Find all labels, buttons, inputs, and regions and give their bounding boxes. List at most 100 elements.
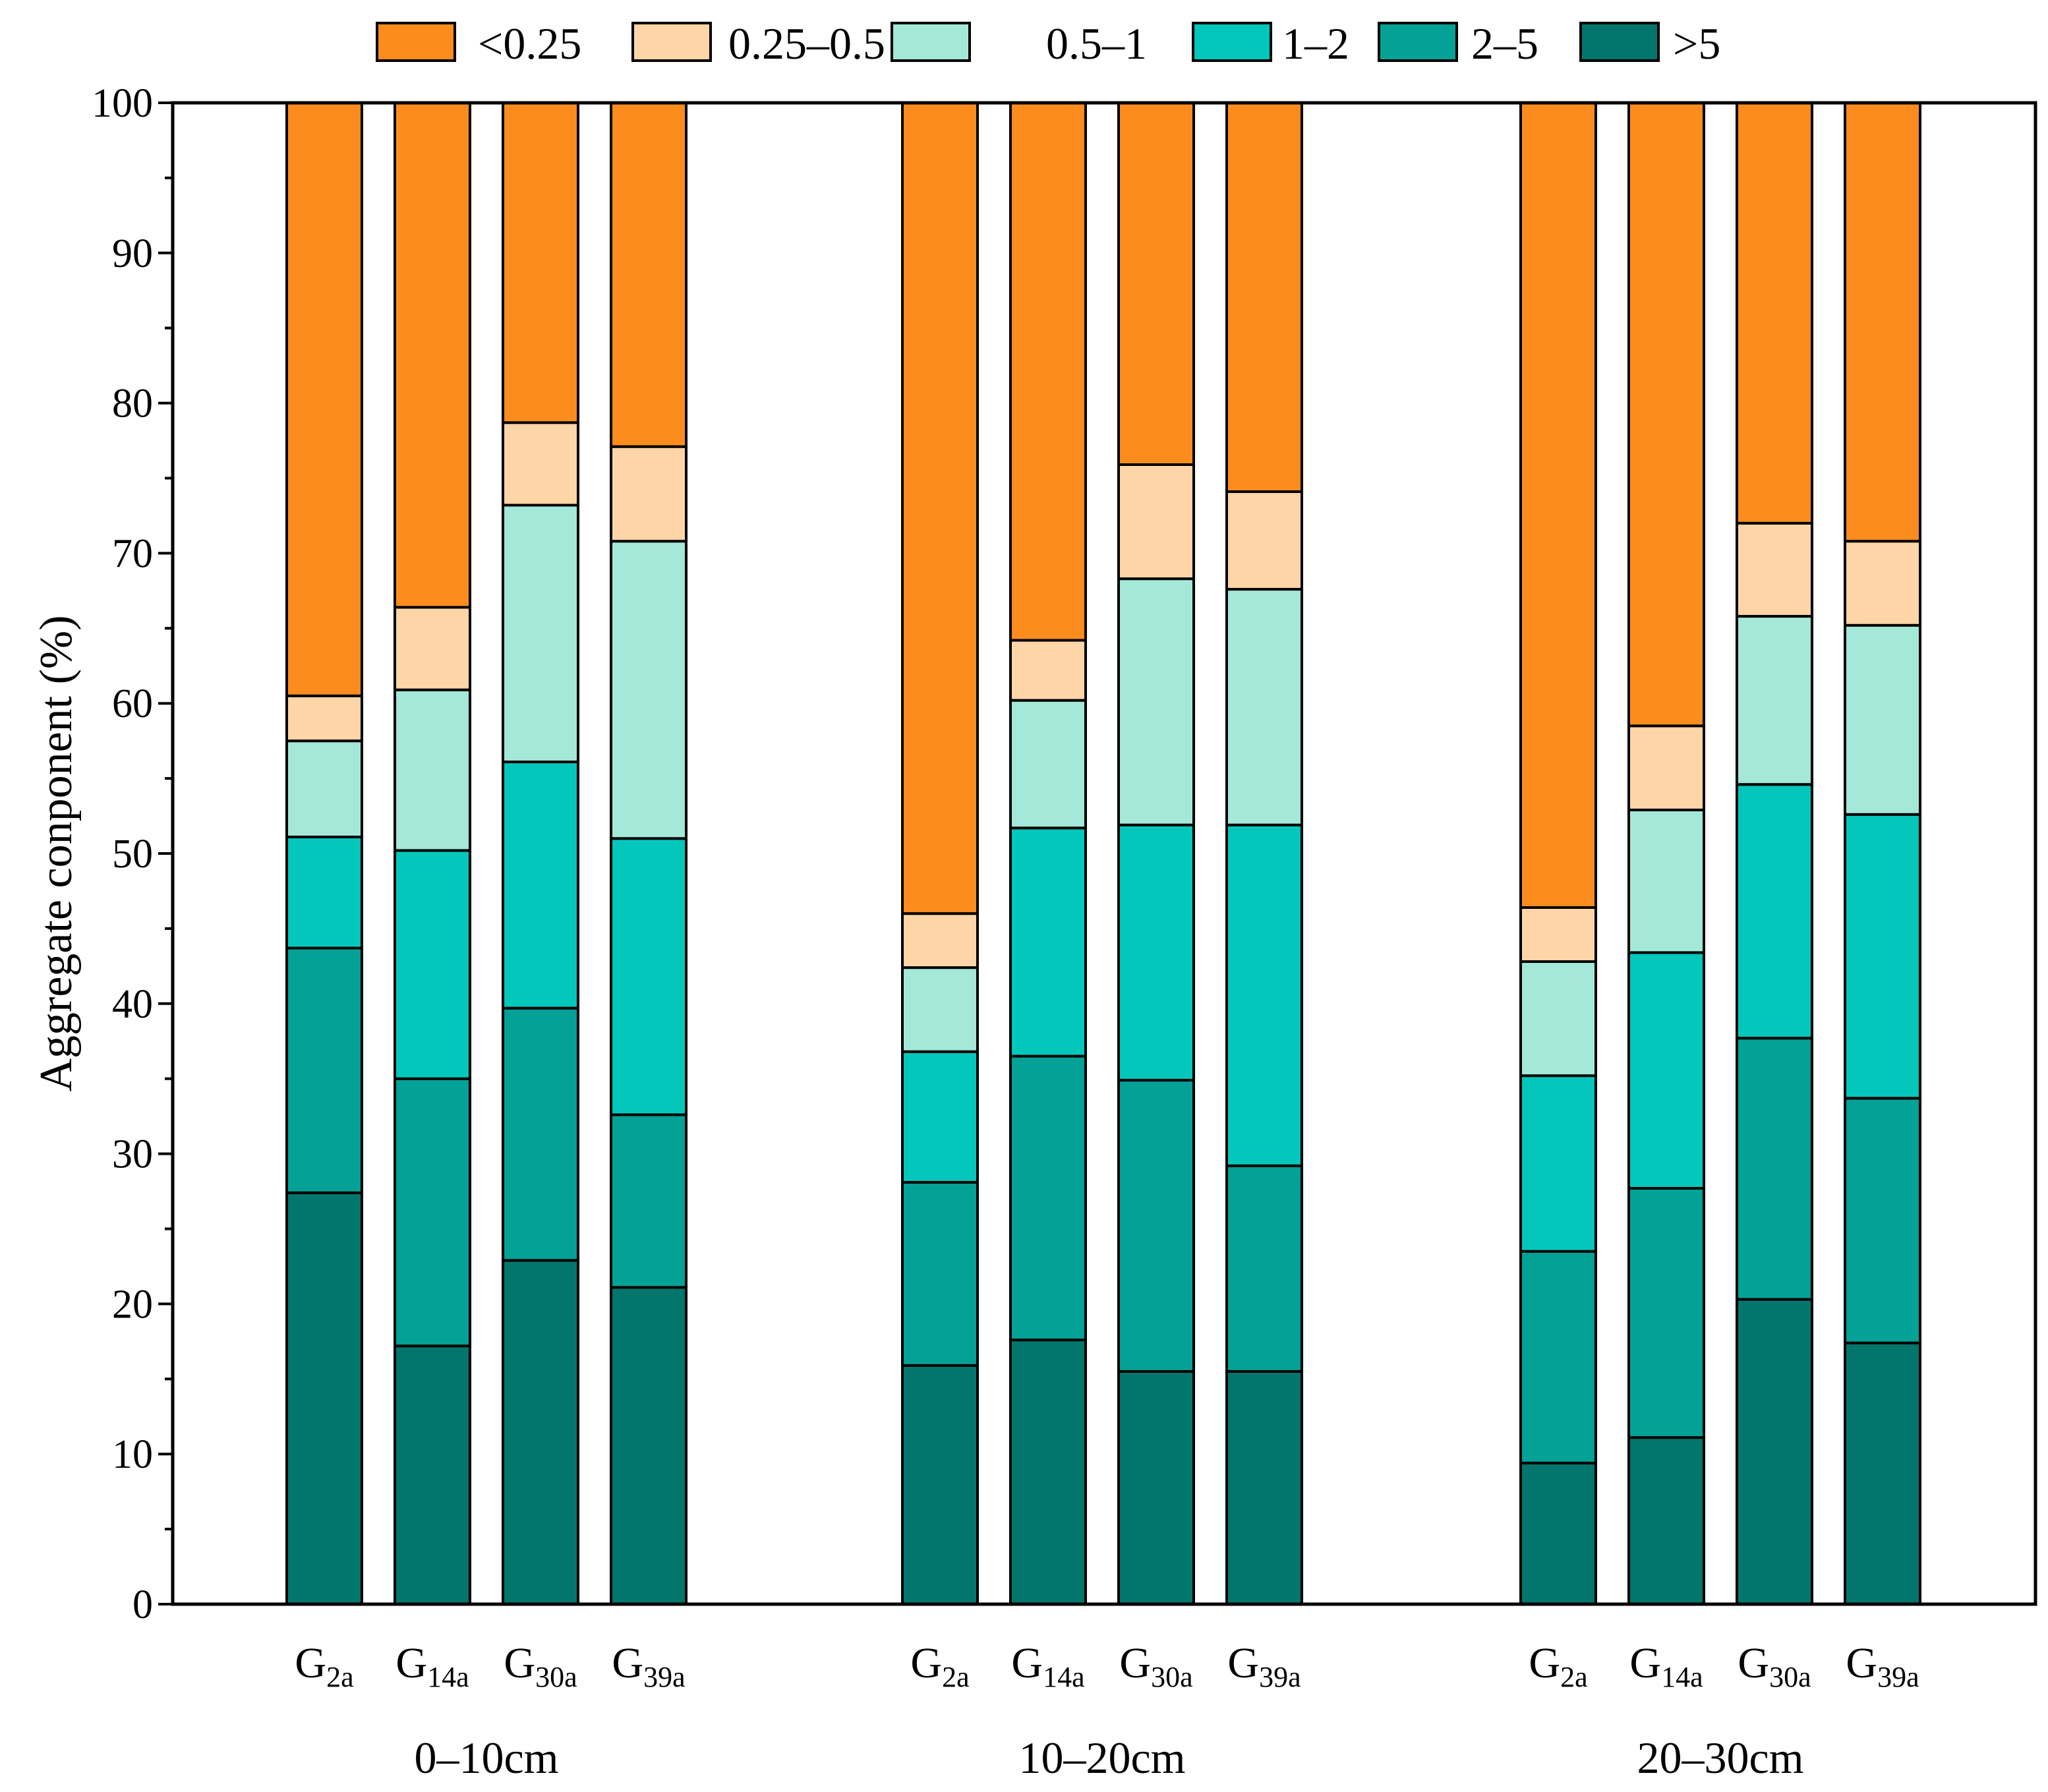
bar-segment bbox=[1627, 724, 1705, 811]
legend-swatch bbox=[631, 22, 712, 62]
x-tick-label: G30a bbox=[1119, 1639, 1192, 1693]
bar-segment bbox=[1736, 1298, 1813, 1606]
bar-segment bbox=[502, 421, 579, 507]
bar-segment bbox=[1225, 490, 1303, 591]
x-axis-labels: G2a G14a G30a G39a G2a G14a G30a G39a G2a G14a G30… bbox=[295, 1639, 1919, 1693]
y-axis-ticks: 0 10 20 30 40 50 60 70 80 90 100 bbox=[92, 81, 173, 1627]
legend-label: <0.25 bbox=[478, 18, 581, 69]
bar-segment bbox=[1225, 823, 1303, 1167]
bar-segment bbox=[1519, 906, 1597, 964]
bar-segment bbox=[1519, 1074, 1597, 1253]
group-label: 10–20cm bbox=[1018, 1733, 1185, 1783]
bar-segment bbox=[502, 1006, 579, 1262]
bar-segment bbox=[1009, 639, 1087, 702]
bar-segment bbox=[1844, 1341, 1921, 1606]
bar-segment bbox=[285, 835, 363, 950]
legend-label: 2–5 bbox=[1471, 18, 1538, 69]
bar-segment bbox=[1627, 951, 1705, 1190]
bar-segment bbox=[901, 101, 979, 915]
bar-segment bbox=[1117, 577, 1195, 826]
y-tick-label: 30 bbox=[112, 1132, 153, 1177]
bar-segment bbox=[1844, 540, 1921, 627]
bar-segment bbox=[901, 912, 979, 969]
bar-segment bbox=[1519, 1461, 1597, 1605]
x-tick-label: G30a bbox=[504, 1639, 577, 1693]
bar-segment bbox=[610, 101, 688, 448]
bar-segment bbox=[901, 1364, 979, 1606]
bar-segment bbox=[394, 606, 471, 691]
bar-segment bbox=[1519, 101, 1597, 910]
x-tick-label: G2a bbox=[295, 1639, 353, 1693]
x-tick-label: G39a bbox=[1227, 1639, 1301, 1693]
bar-segment bbox=[1117, 1078, 1195, 1373]
x-tick-label: G14a bbox=[395, 1639, 469, 1693]
group-label: 20–30cm bbox=[1637, 1733, 1803, 1783]
x-tick-label: G39a bbox=[612, 1639, 685, 1693]
legend-swatch bbox=[891, 22, 971, 62]
bar-segment bbox=[1736, 521, 1813, 618]
legend-label: 0.5–1 bbox=[1046, 18, 1147, 69]
bar-segment bbox=[1009, 1055, 1087, 1342]
y-tick-label: 80 bbox=[112, 382, 153, 426]
bar-segment bbox=[1627, 1436, 1705, 1606]
legend-swatch bbox=[376, 22, 456, 62]
bar-segment bbox=[1844, 1097, 1921, 1344]
legend-label: 1–2 bbox=[1282, 18, 1349, 69]
bar-segment bbox=[1009, 1339, 1087, 1606]
y-tick-label: 20 bbox=[112, 1282, 153, 1327]
bar-segment bbox=[1736, 101, 1813, 525]
y-tick-label: 0 bbox=[132, 1582, 153, 1627]
bar-segment bbox=[1627, 808, 1705, 954]
bar-segment bbox=[1009, 699, 1087, 830]
x-tick-label: G39a bbox=[1846, 1639, 1919, 1693]
bar-segment bbox=[1117, 463, 1195, 581]
x-tick-label: G14a bbox=[1011, 1639, 1084, 1693]
bar-segment bbox=[285, 739, 363, 838]
x-tick-label: G2a bbox=[1529, 1639, 1587, 1693]
bar-segment bbox=[1736, 783, 1813, 1040]
bar-segment bbox=[901, 966, 979, 1053]
legend: <0.25 0.25–0.5 0.5–1 1–2 2–5 >5 bbox=[376, 18, 1720, 69]
bar-segment bbox=[901, 1050, 979, 1184]
bar-segment bbox=[394, 1077, 471, 1348]
y-tick-label: 10 bbox=[112, 1432, 153, 1477]
y-tick-label: 90 bbox=[112, 231, 153, 276]
bar-segment bbox=[1009, 101, 1087, 642]
bar-segment bbox=[610, 1113, 688, 1289]
bar-segment bbox=[610, 445, 688, 543]
bar-segment bbox=[285, 694, 363, 743]
legend-label: >5 bbox=[1673, 18, 1720, 69]
bar-segment bbox=[394, 688, 471, 852]
legend-swatch bbox=[1192, 22, 1272, 62]
bar-segment bbox=[502, 504, 579, 764]
bar-segment bbox=[1627, 101, 1705, 728]
bar-segment bbox=[1117, 823, 1195, 1082]
bar-segment bbox=[1009, 826, 1087, 1058]
bars bbox=[285, 101, 1921, 1606]
bar-segment bbox=[394, 1344, 471, 1605]
bar-segment bbox=[1736, 615, 1813, 786]
bar-segment bbox=[1117, 1370, 1195, 1605]
bar-segment bbox=[502, 761, 579, 1010]
bar-segment bbox=[1627, 1186, 1705, 1439]
bar-segment bbox=[394, 849, 471, 1080]
bar-segment bbox=[1519, 1250, 1597, 1464]
bar-segment bbox=[1225, 1164, 1303, 1373]
bar-segment bbox=[610, 540, 688, 840]
x-tick-label: G14a bbox=[1629, 1639, 1703, 1693]
y-tick-label: 70 bbox=[112, 531, 153, 576]
bar-segment bbox=[285, 101, 363, 697]
legend-label: 0.25–0.5 bbox=[728, 18, 885, 69]
bar-segment bbox=[610, 837, 688, 1116]
group-labels: 0–10cm 10–20cm 20–30cm bbox=[414, 1733, 1803, 1783]
y-tick-label: 50 bbox=[112, 832, 153, 877]
bar-segment bbox=[502, 101, 579, 424]
bar-segment bbox=[1117, 101, 1195, 466]
legend-swatch bbox=[1579, 22, 1660, 62]
bar-segment bbox=[901, 1180, 979, 1367]
bar-segment bbox=[1225, 101, 1303, 494]
bar-segment bbox=[1519, 960, 1597, 1078]
bar-segment bbox=[1225, 588, 1303, 826]
x-tick-label: G2a bbox=[910, 1639, 969, 1693]
